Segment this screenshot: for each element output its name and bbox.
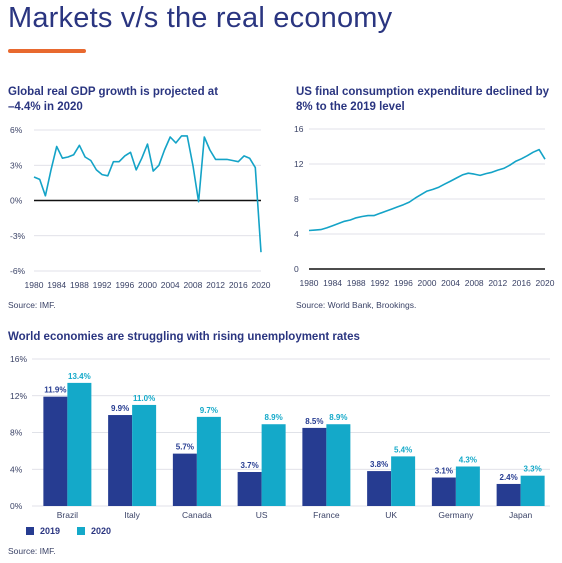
gdp-xtick-label: 1988 (70, 280, 89, 290)
unemployment-data-label-2019: 9.9% (111, 404, 129, 413)
gdp-chart-title-line-2: –4.4% in 2020 (8, 101, 83, 113)
unemployment-data-label-2019: 3.7% (241, 461, 259, 470)
unemployment-ytick-label: 4% (10, 464, 23, 474)
unemployment-bar-2019 (43, 396, 68, 506)
gdp-ytick-label: -3% (10, 231, 26, 241)
page-title: Markets v/s the real economy (8, 2, 393, 34)
unemployment-category-label: US (256, 510, 268, 520)
consumption-chart-title-line-2: 8% to the 2019 level (296, 101, 405, 113)
unemployment-chart-title: World economies are struggling with risi… (8, 331, 360, 343)
unemployment-data-label-2020: 5.4% (394, 445, 412, 454)
unemployment-ytick-label: 0% (10, 501, 23, 511)
unemployment-bar-2020 (196, 416, 221, 506)
unemployment-category-label: Canada (182, 510, 212, 520)
gdp-series-line (33, 135, 262, 253)
consumption-xtick-label: 1984 (323, 278, 342, 288)
consumption-xtick-label: 2012 (488, 278, 507, 288)
gdp-xtick-label: 2004 (161, 280, 180, 290)
unemployment-data-label-2020: 8.9% (329, 413, 347, 422)
gdp-chart-title-line-1: Global real GDP growth is projected at (8, 86, 219, 98)
consumption-xtick-label: 2020 (536, 278, 555, 288)
unemployment-bar-2019 (237, 472, 262, 506)
unemployment-bar-2019 (172, 453, 197, 506)
consumption-xtick-label: 1996 (394, 278, 413, 288)
consumption-series-line (308, 148, 546, 232)
gdp-ytick-label: 3% (10, 160, 23, 170)
unemployment-category-label: Italy (124, 510, 140, 520)
gdp-xtick-label: 1980 (25, 280, 44, 290)
unemployment-data-label-2019: 8.5% (305, 417, 323, 426)
legend-label-2020: 2020 (91, 526, 112, 536)
unemployment-bar-2020 (326, 424, 351, 506)
unemployment-bar-2019 (367, 471, 392, 506)
legend-swatch-2020 (77, 527, 85, 535)
unemployment-data-label-2019: 3.8% (370, 460, 388, 469)
gdp-xtick-label: 2012 (206, 280, 225, 290)
unemployment-bar-2019 (431, 477, 456, 506)
unemployment-bar-2020 (455, 466, 480, 506)
consumption-xtick-label: 1980 (300, 278, 319, 288)
unemployment-category-label: Germany (438, 510, 474, 520)
legend-label-2019: 2019 (40, 526, 61, 536)
gdp-ytick-label: 6% (10, 125, 23, 135)
unemployment-chart: 16% 12% 8% 4% 0% 11.9%13.4% Brazil 9.9% 11.0% Ita… (10, 354, 550, 520)
consumption-xtick-label: 1992 (370, 278, 389, 288)
unemployment-bar-2020 (520, 475, 545, 506)
unemployment-chart-source: Source: IMF. (8, 546, 56, 556)
unemployment-data-label-2019: 5.7% (176, 443, 194, 452)
gdp-xtick-label: 1992 (93, 280, 112, 290)
unemployment-data-label-2019: 2.4% (500, 473, 518, 482)
unemployment-bar-2020 (391, 456, 416, 506)
consumption-ytick-label: 4 (294, 229, 299, 239)
consumption-chart-title: US final consumption expenditure decline… (296, 85, 549, 115)
consumption-chart-source: Source: World Bank, Brookings. (296, 300, 417, 310)
unemployment-data-label-2020: 13.4% (68, 372, 91, 381)
consumption-chart-title-line-1: US final consumption expenditure decline… (296, 86, 550, 98)
unemployment-bar-2020 (261, 424, 286, 506)
consumption-ytick-label: 16 (294, 124, 304, 134)
unemployment-data-label-2020: 3.3% (524, 465, 542, 474)
consumption-xtick-label: 2000 (418, 278, 437, 288)
gdp-xtick-label: 2016 (229, 280, 248, 290)
gdp-ytick-label: 0% (10, 196, 23, 206)
consumption-ytick-label: 0 (294, 264, 299, 274)
gdp-chart-title: Global real GDP growth is projected at –… (8, 85, 218, 115)
consumption-xtick-label: 2016 (512, 278, 531, 288)
unemployment-category-label: Brazil (57, 510, 78, 520)
gdp-xtick-label: 2020 (252, 280, 271, 290)
unemployment-bar-2020 (67, 382, 92, 506)
consumption-xtick-label: 1988 (347, 278, 366, 288)
gdp-xtick-label: 1996 (115, 280, 134, 290)
consumption-xtick-label: 2008 (465, 278, 484, 288)
gdp-ytick-label: -6% (10, 266, 26, 276)
unemployment-ytick-label: 8% (10, 428, 23, 438)
unemployment-data-label-2019: 3.1% (435, 467, 453, 476)
gdp-xtick-label: 2000 (138, 280, 157, 290)
unemployment-data-label-2020: 8.9% (265, 413, 283, 422)
unemployment-bar-2020 (132, 404, 157, 506)
consumption-xtick-label: 2004 (441, 278, 460, 288)
unemployment-data-label-2020: 11.0% (133, 394, 155, 403)
unemployment-bar-2019 (302, 427, 327, 506)
unemployment-bar-2019 (496, 483, 521, 506)
gdp-xtick-label: 2008 (183, 280, 202, 290)
unemployment-ytick-label: 16% (10, 354, 27, 364)
unemployment-data-label-2020: 4.3% (459, 455, 477, 464)
unemployment-category-label: France (313, 510, 340, 520)
unemployment-ytick-label: 12% (10, 391, 27, 401)
legend-swatch-2019 (26, 527, 34, 535)
unemployment-data-label-2020: 9.7% (200, 406, 218, 415)
unemployment-bar-2019 (108, 415, 133, 506)
unemployment-category-label: UK (385, 510, 397, 520)
gdp-chart-source: Source: IMF. (8, 300, 56, 310)
unemployment-data-label-2019: 11.9% (44, 386, 66, 395)
gdp-xtick-label: 1984 (47, 280, 66, 290)
consumption-ytick-label: 8 (294, 194, 299, 204)
gdp-growth-chart: 6% 3% 0% -3% -6% 1980 1984 1988 1992 1996 2000 2004… (10, 125, 271, 290)
consumption-ytick-label: 12 (294, 159, 304, 169)
title-accent-rule (8, 49, 86, 53)
unemployment-category-label: Japan (509, 510, 532, 520)
